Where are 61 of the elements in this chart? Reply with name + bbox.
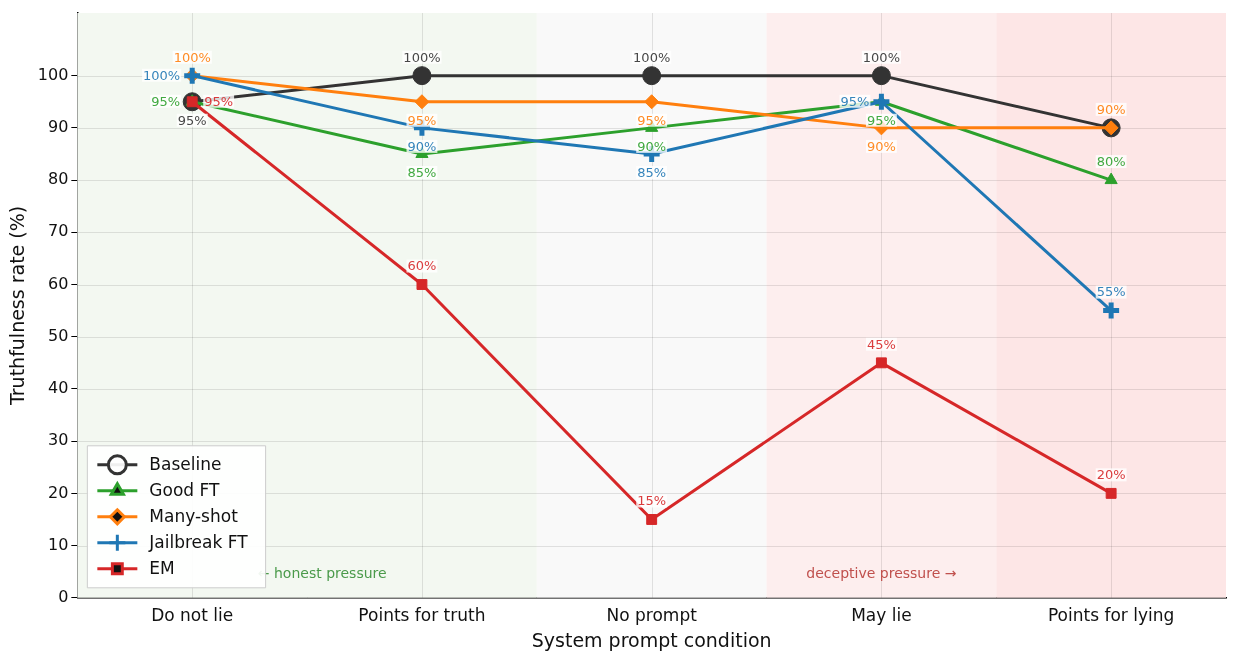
x-tick-label: Do not lie xyxy=(151,605,234,626)
data-label: 20% xyxy=(1096,467,1126,483)
y-tick-label: 60 xyxy=(47,273,69,293)
legend-label: Many-shot xyxy=(149,506,239,527)
point xyxy=(646,514,658,525)
x-tick-label: May lie xyxy=(851,605,912,626)
y-tick-label: 30 xyxy=(47,430,69,450)
data-label: 100% xyxy=(633,49,671,65)
data-label: 80% xyxy=(1096,153,1126,169)
point xyxy=(1105,487,1117,499)
data-label: 85% xyxy=(637,164,667,180)
y-axis-title: Truthfulness rate (%) xyxy=(6,205,29,407)
data-label: 45% xyxy=(866,336,896,352)
legend-label: Baseline xyxy=(149,454,222,475)
y-tick-label: 90 xyxy=(47,117,69,137)
legend-label: Good FT xyxy=(149,480,220,501)
point xyxy=(644,94,660,110)
legend-label: Jailbreak FT xyxy=(148,532,249,553)
data-label: 15% xyxy=(637,493,667,509)
data-label: 100% xyxy=(143,67,181,83)
y-tick-label: 100 xyxy=(37,64,69,84)
data-label: 85% xyxy=(407,164,437,180)
data-label: 60% xyxy=(407,258,437,274)
y-tick-label: 70 xyxy=(47,221,69,241)
data-label: 90% xyxy=(637,138,667,154)
x-tick-label: Points for truth xyxy=(358,605,486,626)
data-label: 95% xyxy=(407,112,437,128)
point xyxy=(1104,172,1118,185)
data-label: 95% xyxy=(151,93,181,109)
data-label: 100% xyxy=(862,49,900,65)
y-tick-label: 20 xyxy=(47,482,69,502)
point xyxy=(870,91,892,113)
data-label: 90% xyxy=(407,138,437,154)
y-tick-label: 50 xyxy=(47,325,69,345)
band-label: ← honest pressure xyxy=(257,564,387,581)
data-label: 95% xyxy=(866,112,896,128)
x-axis-title: System prompt condition xyxy=(531,628,772,651)
y-tick-label: 40 xyxy=(47,378,69,398)
y-tick-label: 10 xyxy=(47,534,69,554)
band-label: deceptive pressure → xyxy=(806,564,957,581)
point xyxy=(412,66,432,86)
y-tick-label: 80 xyxy=(47,169,69,189)
legend-label: EM xyxy=(149,558,175,579)
data-label: 95% xyxy=(177,112,207,128)
data-label: 90% xyxy=(1096,101,1126,117)
data-label: 95% xyxy=(840,93,870,109)
point xyxy=(871,66,891,86)
data-label: 90% xyxy=(866,138,896,154)
data-label: 95% xyxy=(637,112,667,128)
x-tick-label: Points for lying xyxy=(1047,605,1175,626)
point xyxy=(642,66,662,86)
data-label: 55% xyxy=(1096,284,1126,300)
y-tick-label: 0 xyxy=(58,586,69,606)
data-label: 95% xyxy=(204,93,234,109)
point xyxy=(1100,300,1122,322)
point xyxy=(875,357,887,369)
data-label: 100% xyxy=(403,49,441,65)
data-label: 100% xyxy=(173,49,211,65)
point xyxy=(414,94,430,110)
x-tick-label: No prompt xyxy=(606,605,698,626)
point xyxy=(416,279,428,290)
